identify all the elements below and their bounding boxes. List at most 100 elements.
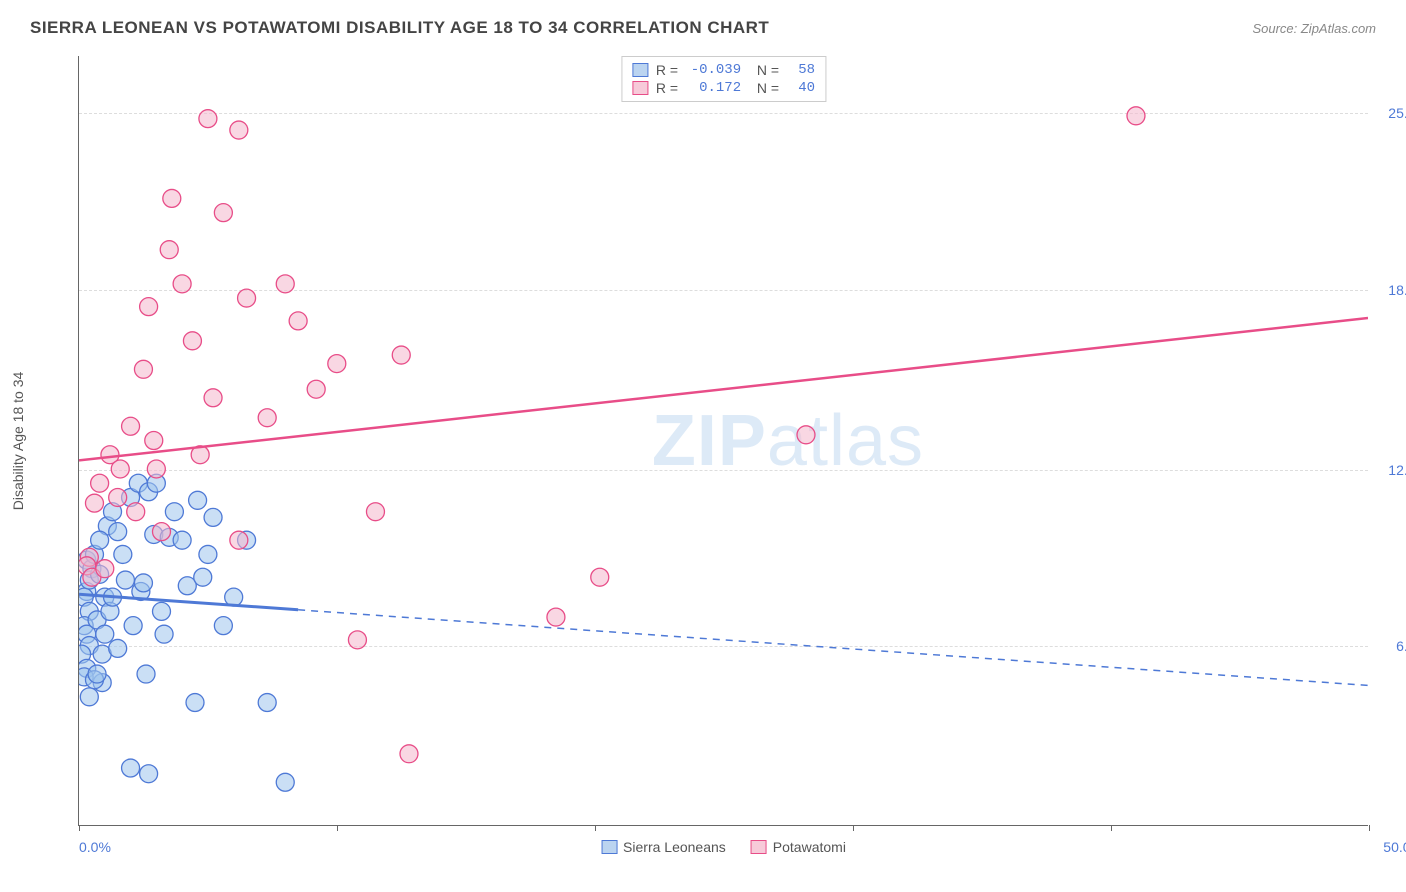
data-point xyxy=(348,631,366,649)
stat-r-value-potawatomi: 0.172 xyxy=(686,80,741,96)
stats-row-sierra: R = -0.039 N = 58 xyxy=(632,61,815,79)
data-point xyxy=(400,745,418,763)
data-point xyxy=(145,432,163,450)
data-point xyxy=(238,289,256,307)
stat-r-label: R = xyxy=(656,62,678,78)
data-point xyxy=(134,574,152,592)
data-point xyxy=(328,355,346,373)
data-point xyxy=(153,602,171,620)
x-tick xyxy=(1369,825,1370,831)
x-axis-min-label: 0.0% xyxy=(79,839,111,855)
data-point xyxy=(155,625,173,643)
data-point xyxy=(163,189,181,207)
data-point xyxy=(392,346,410,364)
data-point xyxy=(122,417,140,435)
x-tick xyxy=(853,825,854,831)
y-axis-label: Disability Age 18 to 34 xyxy=(10,372,26,511)
data-point xyxy=(85,494,103,512)
data-point xyxy=(114,545,132,563)
data-point xyxy=(258,694,276,712)
bottom-legend: Sierra Leoneans Potawatomi xyxy=(601,839,846,855)
data-point xyxy=(109,488,127,506)
data-point xyxy=(91,531,109,549)
data-point xyxy=(116,571,134,589)
y-tick-label: 12.5% xyxy=(1373,462,1406,478)
data-point xyxy=(258,409,276,427)
data-point xyxy=(366,503,384,521)
title-row: SIERRA LEONEAN VS POTAWATOMI DISABILITY … xyxy=(30,18,1376,38)
x-tick xyxy=(79,825,80,831)
data-point xyxy=(127,503,145,521)
data-point xyxy=(88,665,106,683)
regression-line-dashed xyxy=(298,610,1368,686)
source-label: Source: ZipAtlas.com xyxy=(1252,21,1376,36)
plot-svg xyxy=(79,56,1368,825)
legend-label-potawatomi: Potawatomi xyxy=(773,839,846,855)
stat-n-value-potawatomi: 40 xyxy=(787,80,815,96)
data-point xyxy=(109,523,127,541)
data-point xyxy=(230,121,248,139)
x-tick xyxy=(1111,825,1112,831)
data-point xyxy=(153,523,171,541)
data-point xyxy=(122,759,140,777)
stat-n-value-sierra: 58 xyxy=(787,62,815,78)
x-tick xyxy=(595,825,596,831)
data-point xyxy=(276,275,294,293)
data-point xyxy=(204,389,222,407)
data-point xyxy=(199,545,217,563)
data-point xyxy=(194,568,212,586)
data-point xyxy=(307,380,325,398)
chart-container: SIERRA LEONEAN VS POTAWATOMI DISABILITY … xyxy=(0,0,1406,892)
data-point xyxy=(1127,107,1145,125)
legend-swatch-pink-icon xyxy=(751,840,767,854)
legend-item-sierra: Sierra Leoneans xyxy=(601,839,726,855)
data-point xyxy=(147,460,165,478)
stat-r-label-2: R = xyxy=(656,80,678,96)
data-point xyxy=(189,491,207,509)
data-point xyxy=(214,204,232,222)
plot-area: R = -0.039 N = 58 R = 0.172 N = 40 ZIPat… xyxy=(78,56,1368,826)
data-point xyxy=(96,560,114,578)
data-point xyxy=(140,765,158,783)
swatch-pink-icon xyxy=(632,81,648,95)
data-point xyxy=(140,298,158,316)
data-point xyxy=(797,426,815,444)
y-tick-label: 6.3% xyxy=(1373,638,1406,654)
data-point xyxy=(109,639,127,657)
data-point xyxy=(547,608,565,626)
swatch-blue-icon xyxy=(632,63,648,77)
data-point xyxy=(204,508,222,526)
data-point xyxy=(199,110,217,128)
stat-n-label-2: N = xyxy=(749,80,779,96)
data-point xyxy=(289,312,307,330)
data-point xyxy=(80,688,98,706)
x-axis-max-label: 50.0% xyxy=(1383,839,1406,855)
data-point xyxy=(591,568,609,586)
plot-box: Disability Age 18 to 34 R = -0.039 N = 5… xyxy=(36,46,1376,836)
y-tick-label: 18.8% xyxy=(1373,282,1406,298)
stats-row-potawatomi: R = 0.172 N = 40 xyxy=(632,79,815,97)
data-point xyxy=(160,241,178,259)
legend-swatch-blue-icon xyxy=(601,840,617,854)
x-tick xyxy=(337,825,338,831)
data-point xyxy=(183,332,201,350)
stats-legend-box: R = -0.039 N = 58 R = 0.172 N = 40 xyxy=(621,56,826,102)
legend-label-sierra: Sierra Leoneans xyxy=(623,839,726,855)
stat-r-value-sierra: -0.039 xyxy=(686,62,741,78)
data-point xyxy=(186,694,204,712)
data-point xyxy=(96,625,114,643)
data-point xyxy=(137,665,155,683)
y-tick-label: 25.0% xyxy=(1373,105,1406,121)
data-point xyxy=(165,503,183,521)
regression-line xyxy=(79,318,1368,460)
data-point xyxy=(230,531,248,549)
data-point xyxy=(124,617,142,635)
stat-n-label: N = xyxy=(749,62,779,78)
data-point xyxy=(134,360,152,378)
data-point xyxy=(91,474,109,492)
legend-item-potawatomi: Potawatomi xyxy=(751,839,846,855)
data-point xyxy=(111,460,129,478)
data-point xyxy=(214,617,232,635)
data-point xyxy=(173,531,191,549)
chart-title: SIERRA LEONEAN VS POTAWATOMI DISABILITY … xyxy=(30,18,769,38)
